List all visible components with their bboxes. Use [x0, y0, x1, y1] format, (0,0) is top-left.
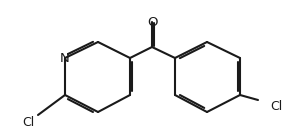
Text: O: O [147, 15, 157, 29]
Text: Cl: Cl [22, 116, 34, 128]
Text: Cl: Cl [270, 99, 282, 112]
Text: N: N [60, 51, 70, 64]
